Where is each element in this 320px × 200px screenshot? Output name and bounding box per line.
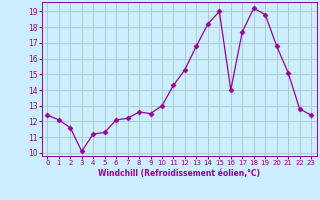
X-axis label: Windchill (Refroidissement éolien,°C): Windchill (Refroidissement éolien,°C): [98, 169, 260, 178]
